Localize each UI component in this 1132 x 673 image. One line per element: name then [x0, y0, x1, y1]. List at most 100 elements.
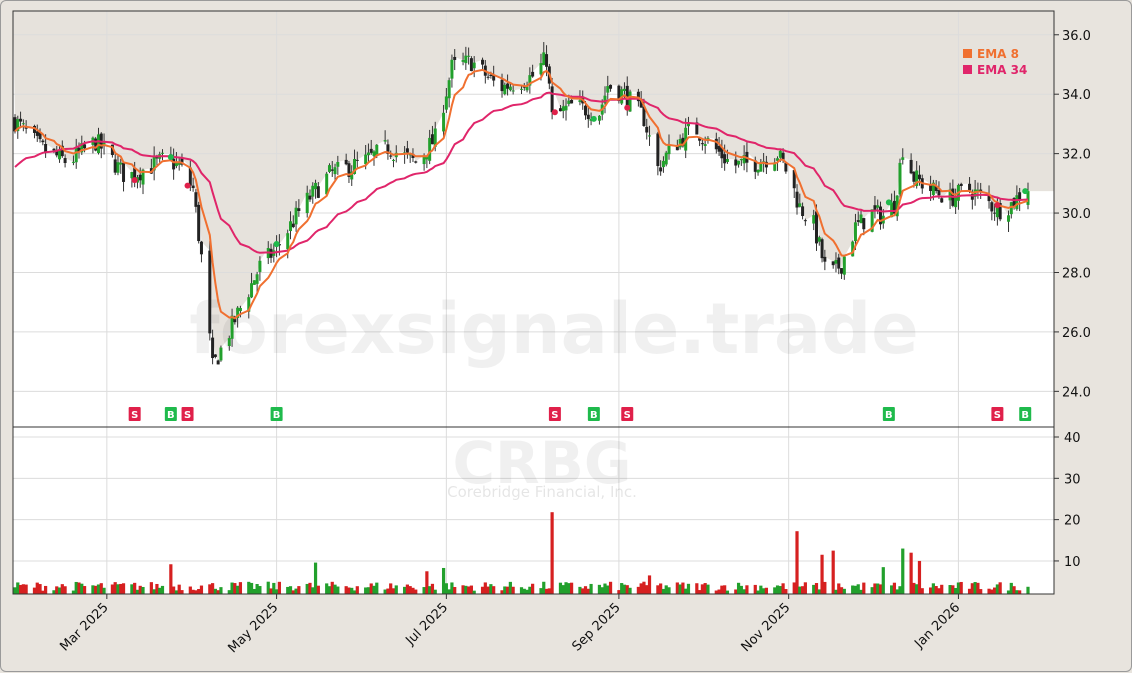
volume-bar — [252, 588, 256, 594]
candle-body — [597, 115, 601, 121]
volume-bar — [272, 582, 276, 594]
candle-body — [291, 223, 295, 228]
volume-bar — [987, 588, 991, 594]
volume-bar — [21, 584, 25, 594]
volume-bar — [645, 585, 649, 594]
volume-bar — [667, 587, 671, 594]
volume-bar — [759, 585, 763, 594]
watermark-company: Corebridge Financial, Inc. — [447, 483, 637, 501]
candle-body — [430, 134, 434, 145]
volume-bar — [433, 589, 437, 594]
candle-body — [603, 95, 607, 104]
volume-bar — [967, 588, 972, 594]
volume-bar — [492, 586, 496, 594]
volume-bar — [238, 582, 243, 594]
volume-bar — [656, 585, 660, 594]
signal-sell-marker — [181, 407, 194, 421]
signal-label: S — [994, 410, 1001, 421]
volume-bar — [937, 588, 941, 594]
volume-bar — [853, 585, 858, 594]
volume-bar — [430, 583, 435, 594]
volume-bar — [63, 586, 67, 594]
volume-bar — [775, 585, 780, 594]
volume-bar — [38, 584, 42, 594]
candle-body — [314, 182, 318, 190]
candle-body — [929, 184, 933, 192]
candle-body — [113, 159, 117, 173]
volume-bar — [422, 587, 426, 594]
signal-label: B — [885, 410, 893, 421]
legend-ema8-swatch — [963, 49, 972, 58]
volume-bar — [542, 581, 546, 594]
legend-ema34-label: EMA 34 — [977, 63, 1027, 77]
volume-bar — [781, 583, 785, 594]
volume-bar — [586, 588, 590, 594]
candle-body — [834, 259, 838, 264]
volume-bar — [684, 588, 688, 594]
candle-body — [250, 283, 254, 298]
candle-body — [94, 138, 98, 151]
candle-body — [898, 162, 902, 195]
signal-label: B — [1021, 410, 1029, 421]
volume-bar — [375, 582, 379, 594]
candle-body — [934, 186, 938, 192]
candle-body — [617, 85, 621, 102]
volume-bar — [216, 590, 220, 594]
volume-bar — [753, 584, 757, 594]
volume-bar — [327, 586, 332, 594]
volume-bar — [956, 582, 961, 594]
volume-bar — [391, 588, 396, 594]
volume-bar — [160, 585, 165, 594]
volume-bar — [96, 584, 101, 594]
candle-body — [675, 145, 679, 151]
volume-bar — [995, 584, 999, 594]
candle-body — [1018, 192, 1022, 201]
volume-bar — [208, 584, 212, 594]
candle-body — [138, 174, 142, 181]
candle-body — [500, 79, 504, 92]
volume-bar — [681, 582, 685, 594]
volume-bar — [441, 567, 446, 594]
candle-body — [792, 170, 796, 189]
candle-body — [584, 105, 588, 116]
volume-bar — [870, 587, 874, 594]
price-tick-label: 24.0 — [1062, 385, 1091, 400]
volume-bar — [403, 586, 407, 594]
signal-label: S — [551, 410, 558, 421]
signal-dot — [994, 202, 1001, 209]
candle-body — [375, 144, 379, 156]
volume-bar — [149, 582, 153, 594]
volume-bar — [191, 589, 195, 594]
volume-bar — [862, 582, 866, 594]
candle-body — [723, 154, 727, 164]
volume-bar — [686, 583, 691, 594]
volume-bar — [486, 586, 490, 594]
volume-tick-label: 20 — [1064, 514, 1081, 529]
signal-dot — [131, 177, 138, 184]
volume-bar — [959, 581, 963, 594]
date-tick-label: May 2025 — [225, 600, 281, 656]
candle-body — [177, 162, 181, 165]
date-tick-label: Mar 2025 — [57, 600, 111, 654]
volume-bar — [940, 584, 944, 594]
candle-body — [695, 122, 699, 135]
candle-body — [13, 117, 17, 132]
volume-bar — [369, 583, 373, 594]
candle-body — [172, 158, 176, 170]
candle-body — [188, 167, 192, 186]
signal-label: S — [624, 410, 631, 421]
volume-bar — [453, 587, 457, 594]
candle-body — [32, 125, 36, 133]
volume-bar — [970, 583, 974, 594]
volume-bar — [355, 586, 359, 594]
volume-bar — [628, 587, 632, 594]
candle-body — [80, 142, 84, 153]
volume-bar — [892, 582, 897, 594]
candle-body — [52, 148, 56, 151]
volume-bar — [745, 585, 749, 594]
candle-body — [525, 86, 529, 91]
volume-bar — [742, 589, 746, 594]
volume-bar — [311, 587, 315, 594]
candle-body — [41, 140, 45, 143]
